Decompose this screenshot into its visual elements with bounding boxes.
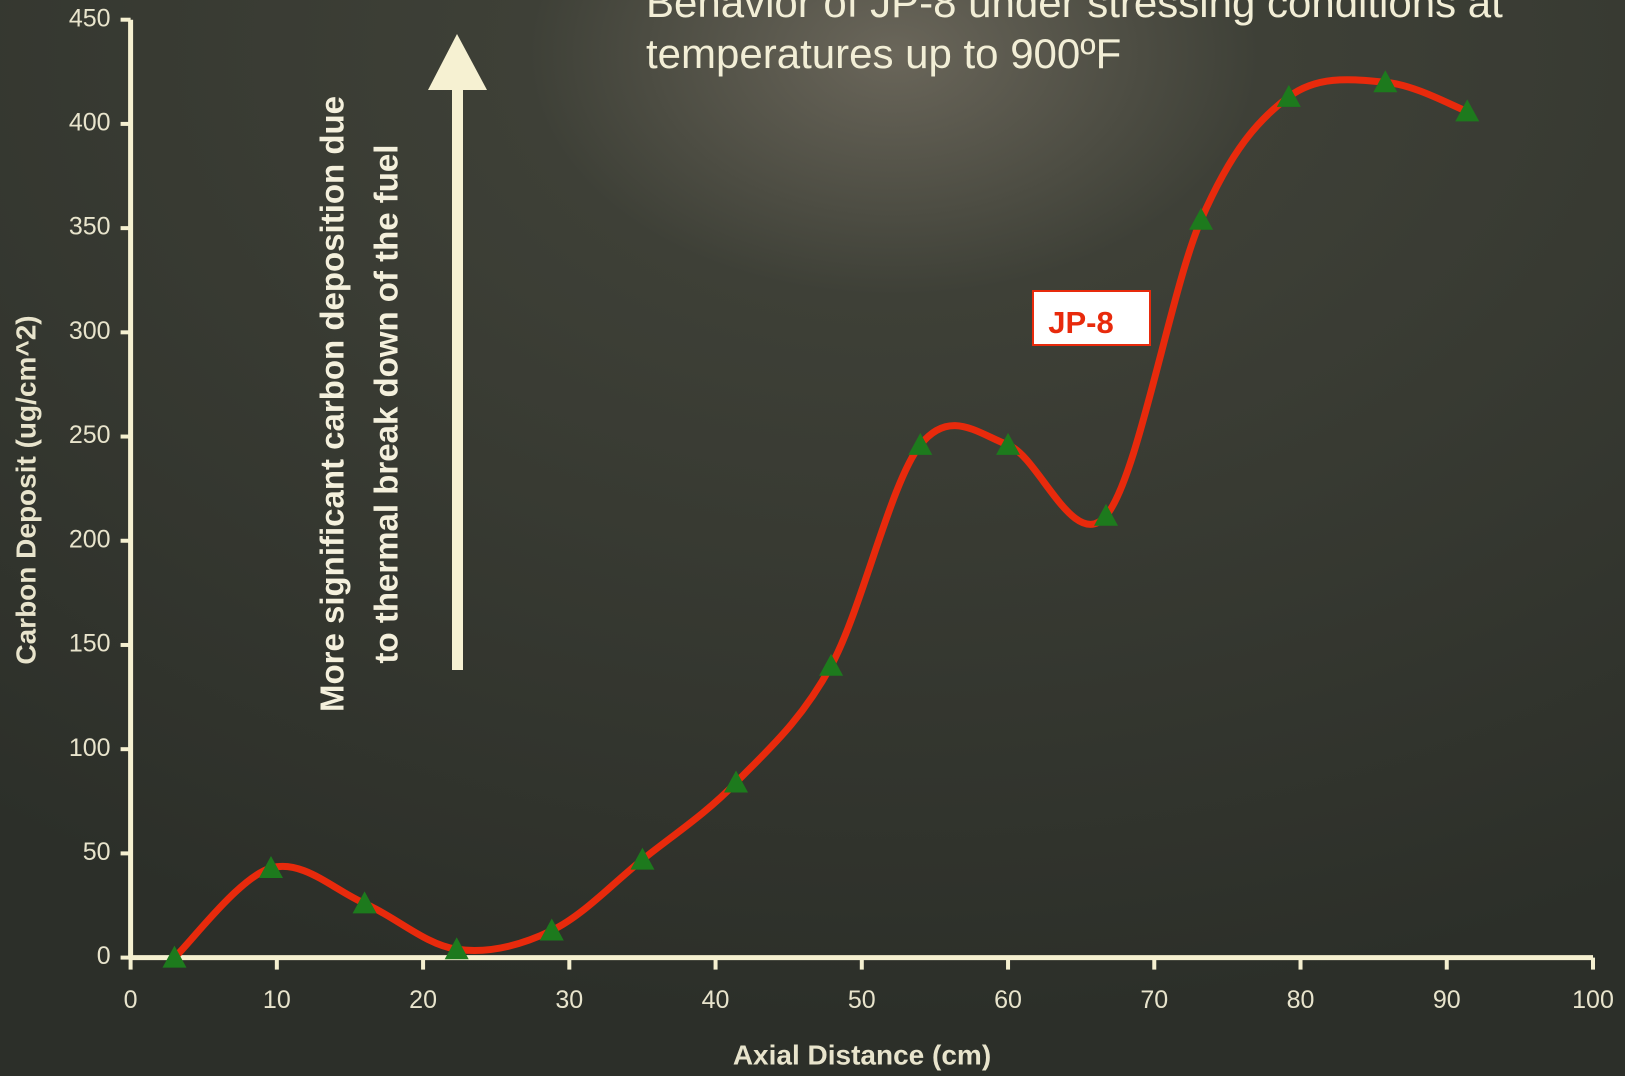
legend-label: JP-8 (1048, 305, 1113, 340)
y-tick-label: 150 (69, 630, 111, 658)
y-tick-label: 200 (69, 525, 111, 553)
annotation: More significant carbon deposition due (314, 96, 351, 712)
x-tick-label: 40 (702, 986, 730, 1014)
x-tick-label: 80 (1287, 986, 1315, 1014)
y-tick-label: 350 (69, 213, 111, 241)
y-tick-label: 300 (69, 317, 111, 345)
x-tick-label: 90 (1433, 986, 1461, 1014)
chart-title: Behavior of JP-8 under stressing conditi… (646, 0, 1503, 26)
y-tick-label: 400 (69, 109, 111, 137)
annotation: to thermal break down of the fuel (368, 145, 405, 664)
x-tick-label: 70 (1140, 986, 1168, 1014)
chart-title: temperatures up to 900ºF (646, 30, 1121, 77)
chart: Behavior of JP-8 under stressing conditi… (0, 0, 1625, 1076)
page: {"chart_data": {"type": "line", "title":… (0, 0, 1625, 1076)
x-axis-title: Axial Distance (cm) (733, 1039, 991, 1070)
x-tick-label: 0 (124, 986, 138, 1014)
x-tick-label: 20 (409, 986, 437, 1014)
y-tick-label: 50 (83, 838, 111, 866)
background (0, 0, 1625, 1076)
y-tick-label: 0 (97, 942, 111, 970)
y-tick-label: 100 (69, 734, 111, 762)
x-tick-label: 30 (555, 986, 583, 1014)
x-tick-label: 60 (994, 986, 1022, 1014)
y-axis-title: Carbon Deposit (ug/cm^2) (10, 315, 41, 664)
x-tick-label: 10 (263, 986, 291, 1014)
y-tick-label: 450 (69, 4, 111, 32)
x-tick-label: 100 (1572, 986, 1614, 1014)
y-tick-label: 250 (69, 421, 111, 449)
x-tick-label: 50 (848, 986, 876, 1014)
